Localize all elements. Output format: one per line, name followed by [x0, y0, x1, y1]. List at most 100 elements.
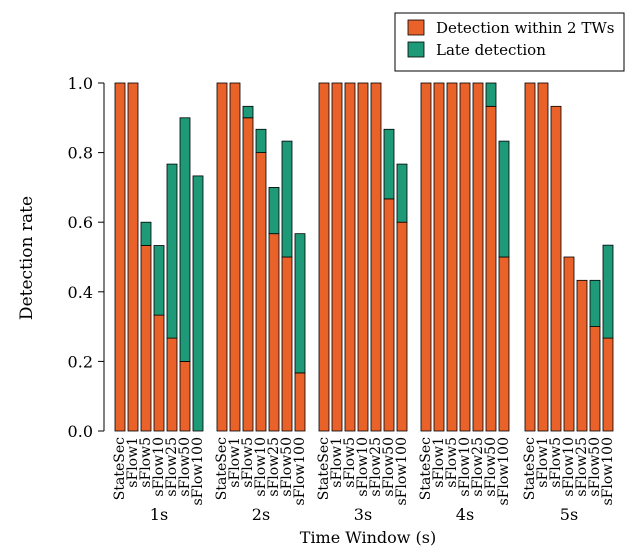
bar-within-2tw [459, 82, 471, 432]
group-label: 4s [456, 505, 474, 524]
x-tick-label: sFlow50 [483, 437, 499, 497]
bar-within-2tw [550, 105, 562, 432]
x-tick-label: StateSec [522, 437, 538, 500]
x-tick-label: sFlow50 [381, 437, 397, 497]
x-tick-label: sFlow100 [496, 437, 512, 506]
bar-within-2tw [472, 82, 484, 432]
bar-late-detection [485, 82, 497, 107]
y-tick-label: 0.4 [68, 283, 93, 302]
bar-within-2tw [446, 82, 458, 432]
bar-late-detection [140, 221, 152, 246]
x-tick-label: sFlow5 [548, 437, 564, 488]
bar-within-2tw [140, 245, 152, 432]
bar-late-detection [602, 244, 614, 339]
x-tick-labels: StateSecsFlow1sFlow5sFlow10sFlow25sFlow5… [112, 437, 616, 506]
bar-within-2tw [563, 256, 575, 432]
x-tick-label: StateSec [418, 437, 434, 500]
x-tick-label: sFlow10 [457, 437, 473, 497]
y-axis: 0.0 0.2 0.4 0.6 0.8 1.0 [68, 74, 105, 441]
x-tick-label: sFlow1 [227, 437, 243, 488]
bar-within-2tw [602, 337, 614, 432]
x-tick-label: sFlow25 [574, 437, 590, 497]
legend-swatch [407, 41, 425, 58]
group-label: 5s [560, 505, 578, 524]
bar-within-2tw [396, 221, 408, 432]
x-tick-label: sFlow100 [292, 437, 308, 506]
bar-within-2tw [383, 198, 395, 432]
bar-within-2tw [294, 372, 306, 432]
group-labels: 1s 2s 3s 4s 5s [150, 505, 578, 524]
group-label: 3s [354, 505, 372, 524]
bar-late-detection [498, 140, 510, 258]
bar-late-detection [589, 279, 601, 328]
x-tick-label: sFlow25 [266, 437, 282, 497]
bar-within-2tw [114, 82, 126, 432]
bar-within-2tw [524, 82, 536, 432]
legend-label: Detection within 2 TWs [436, 19, 614, 37]
x-tick-label: sFlow25 [368, 437, 384, 497]
bars-layer [114, 82, 614, 432]
x-tick-label: StateSec [214, 437, 230, 500]
y-axis-label: Detection rate [17, 196, 37, 320]
bar-late-detection [383, 128, 395, 200]
bar-late-detection [294, 233, 306, 374]
x-tick-label: sFlow5 [240, 437, 256, 488]
x-tick-label: sFlow10 [561, 437, 577, 497]
bar-within-2tw [357, 82, 369, 432]
bar-within-2tw [589, 326, 601, 432]
bar-within-2tw [153, 314, 165, 432]
bar-late-detection [153, 245, 165, 316]
x-tick-label: sFlow100 [600, 437, 616, 506]
x-tick-label: sFlow5 [138, 437, 154, 488]
bar-late-detection [396, 163, 408, 223]
bar-late-detection [166, 163, 178, 339]
bar-within-2tw [344, 82, 356, 432]
legend: Detection within 2 TWs Late detection [394, 12, 625, 72]
x-tick-label: sFlow25 [470, 437, 486, 497]
x-tick-label: sFlow5 [444, 437, 460, 488]
bar-within-2tw [498, 256, 510, 432]
bar-within-2tw [433, 82, 445, 432]
bar-late-detection [255, 128, 267, 153]
bar-within-2tw [268, 233, 280, 432]
x-tick-label: sFlow50 [279, 437, 295, 497]
bar-within-2tw [179, 360, 191, 432]
bar-within-2tw [370, 82, 382, 432]
x-tick-label: sFlow1 [431, 437, 447, 488]
x-tick-label: sFlow100 [394, 437, 410, 506]
bar-within-2tw [420, 82, 432, 432]
x-axis-label: Time Window (s) [300, 528, 436, 546]
bar-within-2tw [127, 82, 139, 432]
bar-within-2tw [318, 82, 330, 432]
bar-late-detection [268, 186, 280, 235]
bar-late-detection [179, 117, 191, 362]
legend-box [394, 12, 625, 72]
x-tick-label: sFlow10 [151, 437, 167, 497]
x-tick-label: sFlow10 [355, 437, 371, 497]
bar-within-2tw [576, 279, 588, 432]
y-tick-label: 0.6 [68, 213, 93, 232]
bar-late-detection [192, 175, 204, 432]
bar-within-2tw [537, 82, 549, 432]
bar-within-2tw [216, 82, 228, 432]
bar-within-2tw [485, 105, 497, 432]
bar-within-2tw [255, 152, 267, 432]
bar-within-2tw [242, 117, 254, 432]
group-label: 1s [150, 505, 168, 524]
x-tick-label: sFlow50 [177, 437, 193, 497]
y-tick-label: 0.8 [68, 144, 93, 163]
x-tick-label: sFlow1 [535, 437, 551, 488]
x-tick-label: sFlow5 [342, 437, 358, 488]
legend-label: Late detection [436, 41, 546, 59]
y-tick-label: 1.0 [68, 74, 93, 93]
group-label: 2s [252, 505, 270, 524]
bar-within-2tw [166, 337, 178, 432]
x-tick-label: StateSec [112, 437, 128, 500]
x-tick-label: sFlow25 [164, 437, 180, 497]
bar-within-2tw [229, 82, 241, 432]
bar-within-2tw [281, 256, 293, 432]
x-tick-label: sFlow1 [329, 437, 345, 488]
y-tick-label: 0.2 [68, 352, 93, 371]
x-tick-label: sFlow1 [125, 437, 141, 488]
